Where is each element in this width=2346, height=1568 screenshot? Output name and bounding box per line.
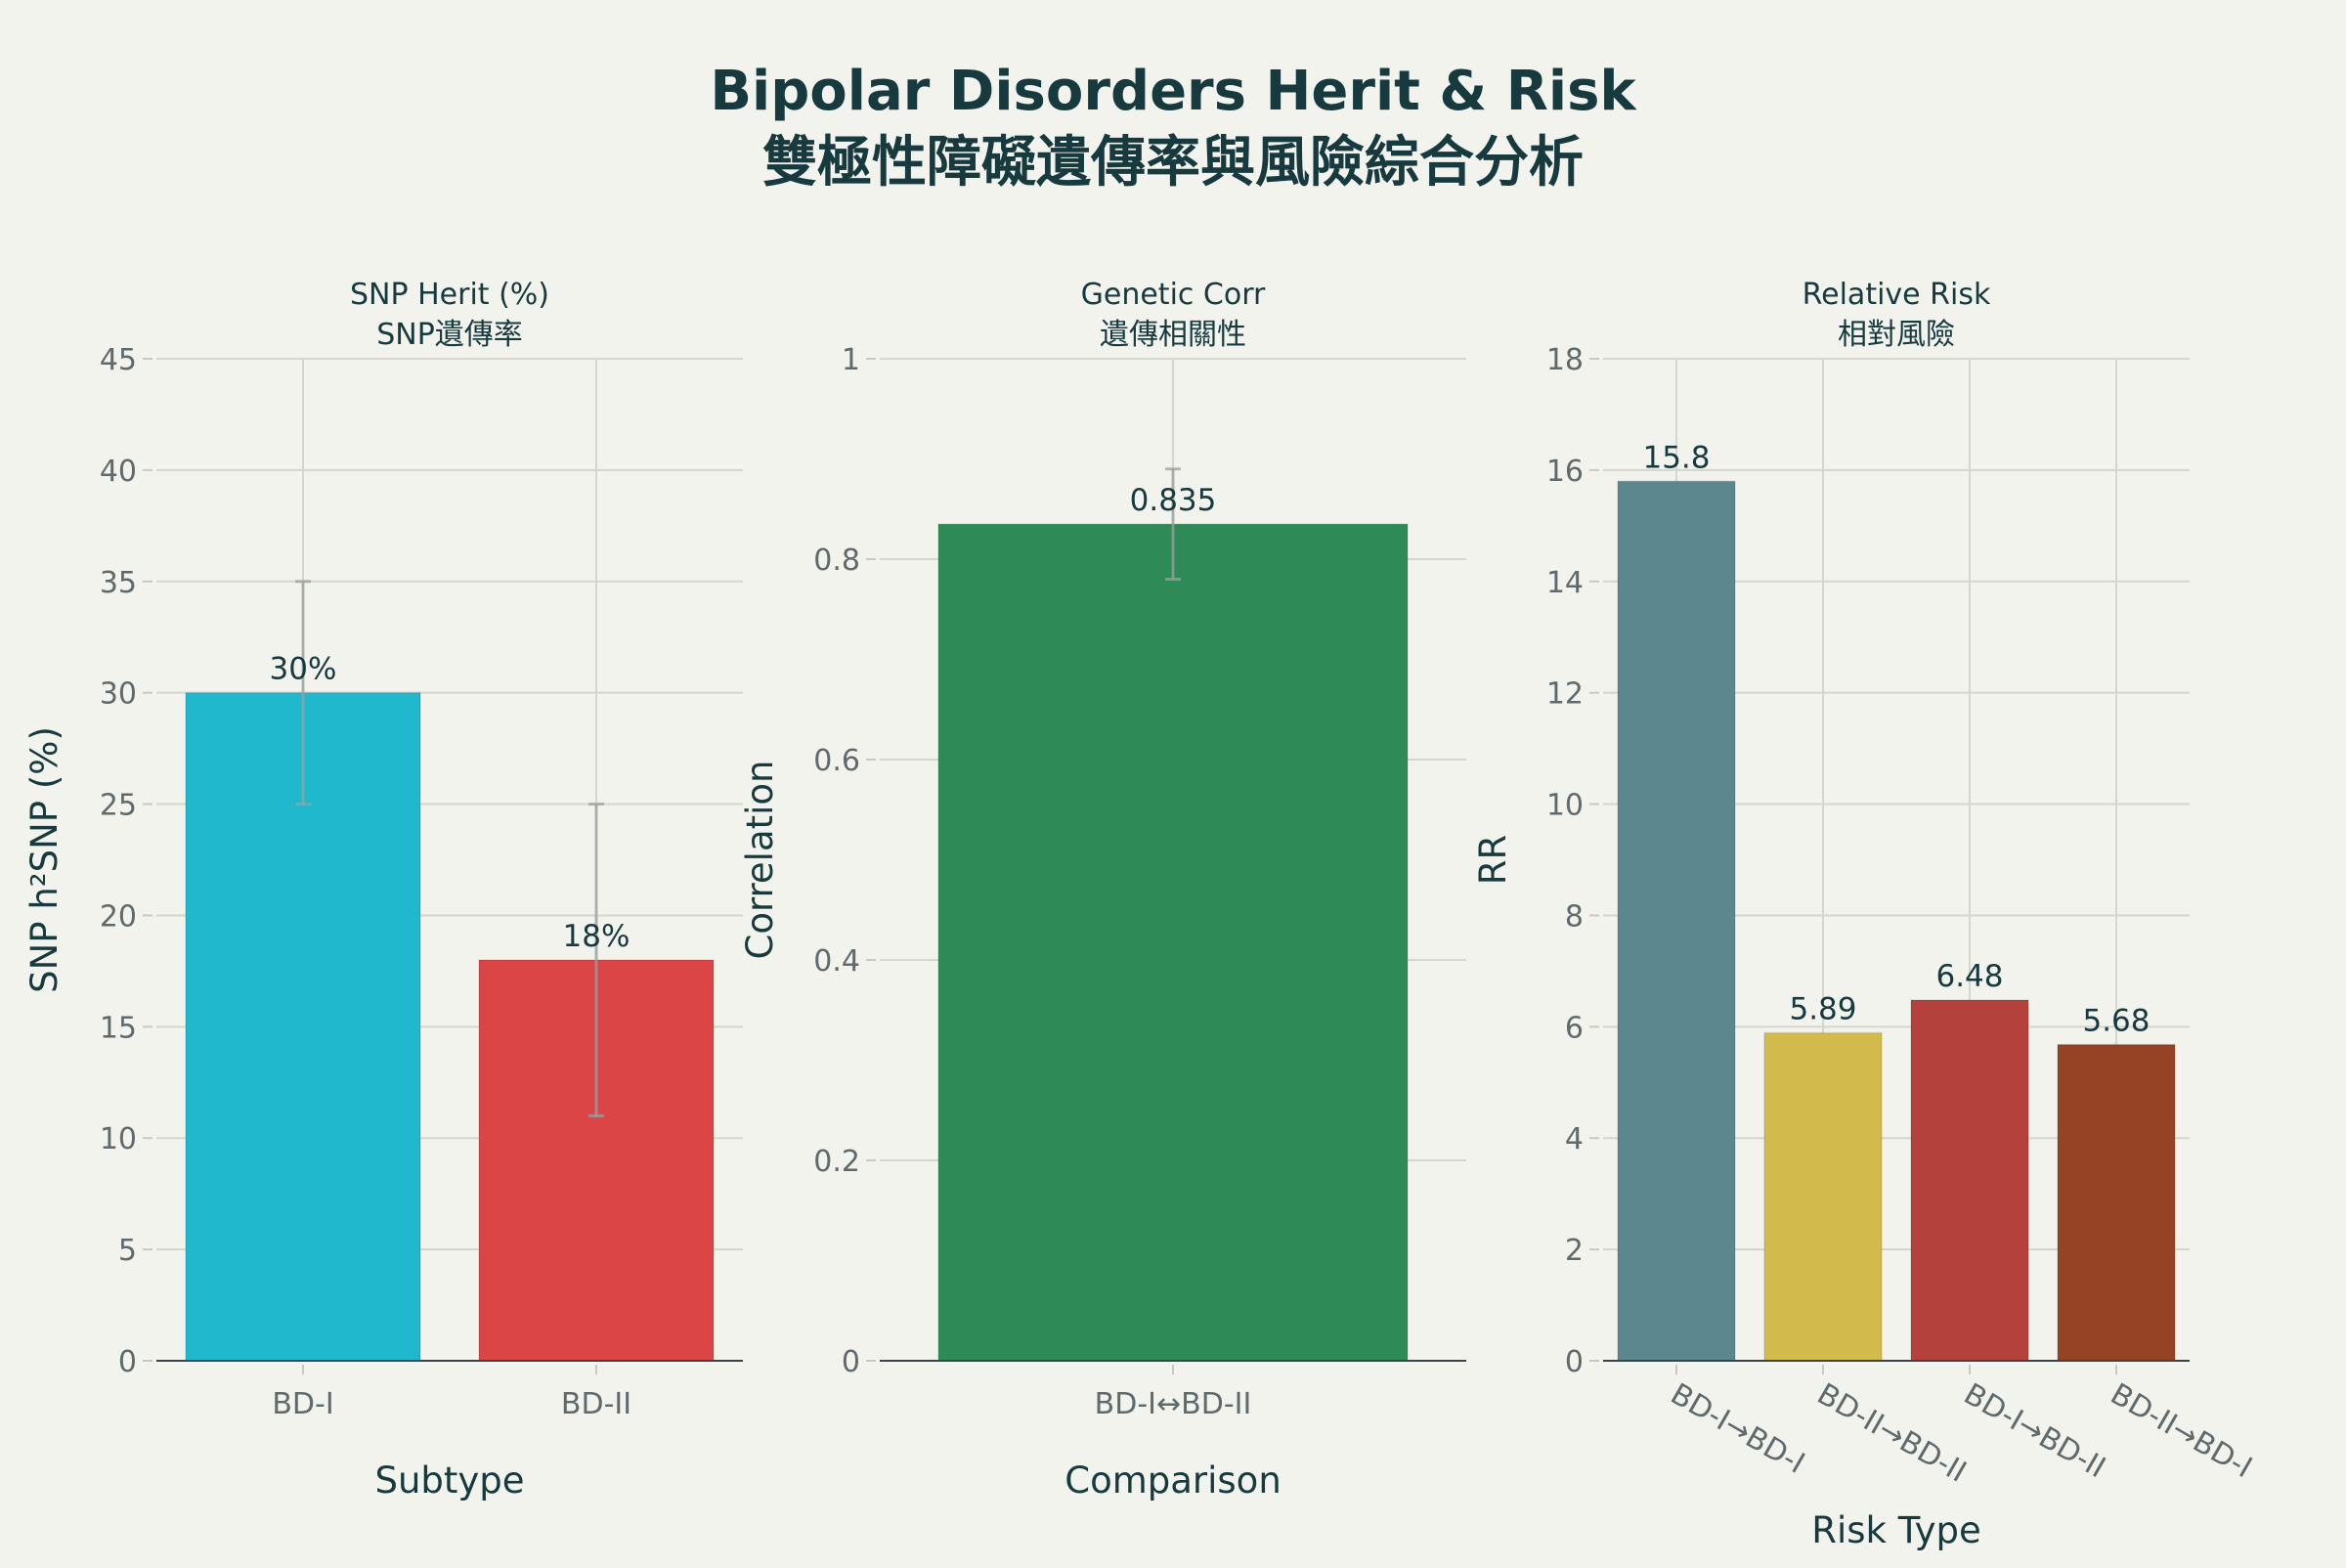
y-tick-label: 5 [118, 1234, 137, 1268]
y-tick-label: 8 [1565, 899, 1584, 934]
y-tick-label: 40 [100, 455, 137, 489]
x-tick-label: BD-I [272, 1387, 333, 1421]
x-tick-label: BD-I→BD-I [1665, 1377, 1810, 1481]
bar-BD-II→BD-II [1763, 1031, 1883, 1362]
y-tick-label: 10 [100, 1122, 137, 1156]
y-axis-title: SNP h²SNP (%) [23, 726, 65, 993]
x-tick-label: BD-I→BD-II [1958, 1377, 2111, 1486]
subplot-3: Relative Risk 相對風險 0 2 4 6 8 10 12 14 16 18 15.8 5.89… [1472, 278, 2258, 1551]
y-tick-label: 25 [100, 789, 137, 823]
x-axis-title: Comparison [1064, 1459, 1282, 1502]
data-label: 6.48 [1935, 959, 2003, 994]
x-tick-label: BD-II→BD-I [2105, 1377, 2258, 1486]
subplot-title-line2: 遺傳相關性 [1100, 318, 1246, 352]
y-tick-label: 45 [100, 343, 137, 377]
y-tick-label: 16 [1546, 455, 1584, 489]
y-tick-label: 30 [100, 677, 137, 712]
y-tick-label: 0.8 [813, 544, 860, 578]
x-tick-label: BD-II→BD-II [1811, 1377, 1972, 1490]
y-tick-label: 6 [1565, 1011, 1584, 1045]
data-label: 18% [563, 919, 630, 954]
y-axis-title: RR [1472, 835, 1514, 885]
y-tick-label: 0 [118, 1345, 137, 1379]
subplot-panels: SNP Herit (%)SNP遺傳率05101520253035404530%… [23, 278, 2258, 1551]
y-tick-label: 20 [100, 899, 137, 934]
y-tick-label: 14 [1546, 566, 1584, 600]
y-tick-label: 15 [100, 1011, 137, 1045]
y-tick-label: 1 [842, 343, 860, 377]
data-label: 0.835 [1130, 483, 1217, 518]
y-tick-label: 0.6 [813, 744, 860, 778]
data-label: 30% [270, 652, 337, 687]
x-tick-label: BD-I↔BD-II [1095, 1387, 1252, 1421]
data-label: 15.8 [1642, 440, 1710, 475]
y-axis-title: Correlation [739, 760, 781, 959]
y-tick-label: 0.4 [813, 944, 860, 979]
subplot-1: SNP Herit (%) SNP遺傳率 0 5 10 15 20 25 30 35 40 45 30%… [23, 278, 743, 1502]
subplot-title-line2: SNP遺傳率 [376, 318, 523, 352]
bar-BD-I [185, 691, 421, 1362]
y-tick-label: 2 [1565, 1234, 1584, 1268]
y-tick-label: 0 [842, 1345, 860, 1379]
x-axis-title: Risk Type [1811, 1509, 1980, 1551]
bar-BD-I→BD-I [1617, 480, 1736, 1362]
y-tick-label: 0 [1565, 1345, 1584, 1379]
subplot-title-line1: SNP Herit (%) [350, 278, 549, 312]
subplot-2: Genetic Corr 遺傳相關性 0 0.2 0.4 0.6 0.8 1 0.835 BD-I… [739, 278, 1466, 1502]
y-tick-label: 10 [1546, 789, 1584, 823]
data-label: 5.89 [1789, 992, 1856, 1027]
y-tick-label: 0.2 [813, 1145, 860, 1179]
bar-BD-II→BD-I [2057, 1043, 2176, 1362]
data-label: 5.68 [2082, 1004, 2150, 1039]
x-tick-label: BD-II [561, 1387, 631, 1421]
subplot-title-line1: Genetic Corr [1081, 278, 1266, 312]
y-tick-label: 12 [1546, 677, 1584, 712]
subplot-title-line2: 相對風險 [1838, 318, 1955, 352]
subplot-title-line1: Relative Risk [1803, 278, 1991, 312]
main-title-line1: Bipolar Disorders Herit & Risk [710, 60, 1637, 123]
y-tick-label: 4 [1565, 1122, 1584, 1156]
bar-BD-I↔BD-II [937, 523, 1409, 1362]
x-axis-title: Subtype [374, 1459, 524, 1502]
y-tick-label: 35 [100, 566, 137, 600]
y-tick-label: 18 [1546, 343, 1584, 377]
bar-BD-I→BD-II [1910, 999, 2029, 1362]
main-title-line2: 雙極性障礙遺傳率與風險綜合分析 [762, 131, 1584, 195]
